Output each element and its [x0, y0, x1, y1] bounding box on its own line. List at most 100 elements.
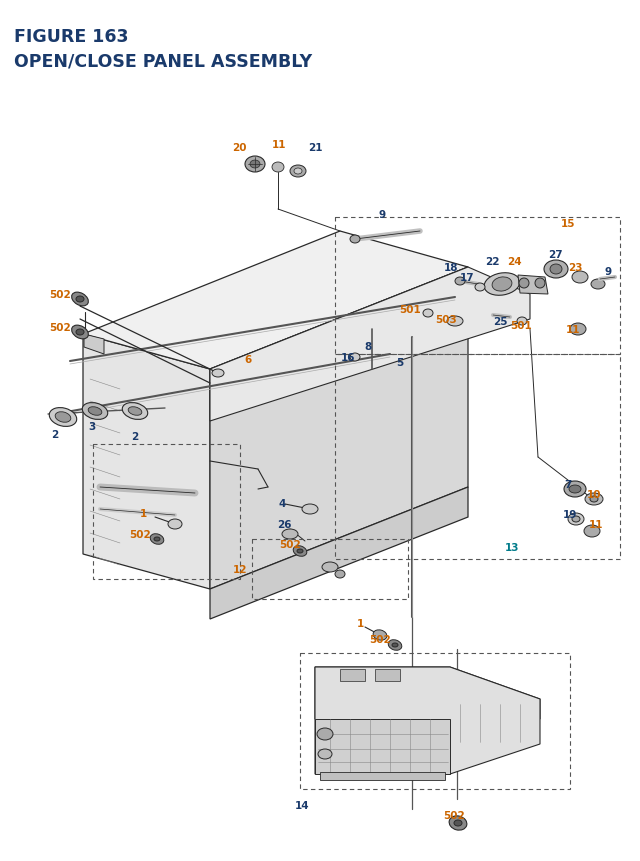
Ellipse shape: [72, 325, 88, 339]
Text: 501: 501: [510, 320, 532, 331]
Ellipse shape: [245, 157, 265, 173]
Ellipse shape: [290, 166, 306, 177]
Polygon shape: [210, 268, 468, 589]
Text: 9: 9: [378, 210, 385, 220]
Text: FIGURE 163: FIGURE 163: [14, 28, 129, 46]
Text: 11: 11: [589, 519, 604, 530]
Ellipse shape: [55, 412, 71, 423]
Ellipse shape: [550, 264, 562, 275]
Ellipse shape: [517, 318, 527, 325]
Polygon shape: [315, 667, 540, 719]
Text: 15: 15: [561, 219, 575, 229]
Ellipse shape: [150, 534, 164, 545]
Text: 11: 11: [272, 139, 287, 150]
Text: 503: 503: [435, 314, 457, 325]
Text: 4: 4: [278, 499, 285, 508]
Polygon shape: [84, 335, 104, 355]
Text: 20: 20: [232, 143, 247, 152]
Ellipse shape: [76, 330, 84, 336]
Ellipse shape: [585, 493, 603, 505]
Ellipse shape: [49, 408, 77, 427]
Text: 501: 501: [399, 305, 421, 314]
Ellipse shape: [475, 283, 485, 292]
Text: 502: 502: [49, 289, 71, 300]
Ellipse shape: [492, 277, 512, 292]
Ellipse shape: [212, 369, 224, 378]
Polygon shape: [83, 335, 210, 589]
Ellipse shape: [335, 570, 345, 579]
Ellipse shape: [388, 640, 402, 651]
Text: 1: 1: [356, 618, 364, 629]
Text: 502: 502: [49, 323, 71, 332]
Text: 22: 22: [484, 257, 499, 267]
Text: 25: 25: [493, 317, 508, 326]
Text: 23: 23: [568, 263, 582, 273]
Text: 10: 10: [587, 489, 601, 499]
Bar: [320, 772, 445, 780]
Bar: [340, 669, 365, 681]
Text: 13: 13: [505, 542, 519, 553]
Bar: [375, 669, 400, 681]
Text: 14: 14: [294, 800, 309, 810]
Polygon shape: [315, 667, 540, 774]
Ellipse shape: [455, 278, 465, 286]
Ellipse shape: [350, 354, 360, 362]
Text: 17: 17: [460, 273, 474, 282]
Ellipse shape: [317, 728, 333, 740]
Ellipse shape: [350, 236, 360, 244]
Ellipse shape: [423, 310, 433, 318]
Ellipse shape: [83, 403, 108, 420]
Ellipse shape: [392, 643, 398, 647]
Ellipse shape: [447, 317, 463, 326]
Ellipse shape: [544, 261, 568, 279]
Text: 21: 21: [308, 143, 323, 152]
Polygon shape: [83, 232, 468, 369]
Text: 2: 2: [51, 430, 59, 439]
Text: 8: 8: [364, 342, 372, 351]
Ellipse shape: [250, 161, 260, 169]
Ellipse shape: [168, 519, 182, 530]
Text: 9: 9: [604, 267, 612, 276]
Ellipse shape: [569, 486, 581, 493]
Text: 1: 1: [140, 508, 147, 518]
Ellipse shape: [564, 481, 586, 498]
Ellipse shape: [572, 517, 580, 523]
Text: 6: 6: [244, 355, 252, 364]
Ellipse shape: [128, 407, 142, 416]
Ellipse shape: [568, 513, 584, 525]
Text: 5: 5: [396, 357, 404, 368]
Ellipse shape: [76, 297, 84, 303]
Text: 2: 2: [131, 431, 139, 442]
Polygon shape: [210, 268, 530, 422]
Ellipse shape: [572, 272, 588, 283]
Ellipse shape: [449, 816, 467, 830]
Ellipse shape: [293, 546, 307, 556]
Text: 18: 18: [444, 263, 458, 273]
Text: 7: 7: [564, 480, 572, 489]
Text: 27: 27: [548, 250, 563, 260]
Ellipse shape: [122, 403, 148, 420]
Ellipse shape: [519, 279, 529, 288]
Ellipse shape: [373, 630, 387, 641]
Ellipse shape: [302, 505, 318, 514]
Ellipse shape: [272, 163, 284, 173]
Ellipse shape: [584, 525, 600, 537]
Text: 26: 26: [276, 519, 291, 530]
Ellipse shape: [454, 820, 462, 826]
Text: 502: 502: [279, 539, 301, 549]
Text: 16: 16: [340, 353, 355, 362]
Ellipse shape: [570, 324, 586, 336]
Ellipse shape: [154, 537, 160, 542]
Ellipse shape: [72, 293, 88, 307]
Ellipse shape: [88, 407, 102, 416]
Text: 12: 12: [233, 564, 247, 574]
Text: 19: 19: [563, 510, 577, 519]
Ellipse shape: [297, 549, 303, 554]
Text: 24: 24: [507, 257, 522, 267]
Text: 502: 502: [443, 810, 465, 820]
Ellipse shape: [535, 279, 545, 288]
Text: 3: 3: [88, 422, 95, 431]
Polygon shape: [210, 487, 468, 619]
Ellipse shape: [318, 749, 332, 759]
Text: 11: 11: [566, 325, 580, 335]
